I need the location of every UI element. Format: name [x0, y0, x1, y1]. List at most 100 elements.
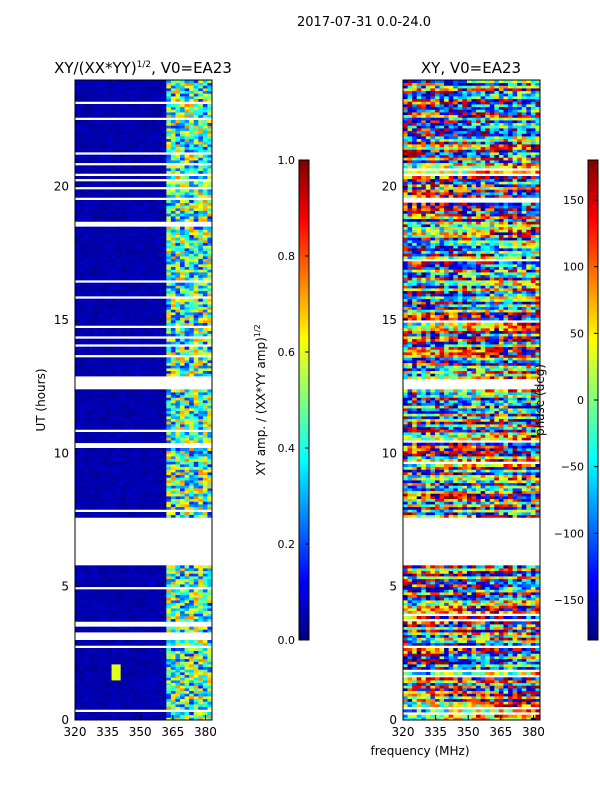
amp-cell — [207, 570, 213, 574]
amp-cell — [184, 333, 190, 337]
amp-cell — [75, 416, 80, 420]
amp-cell — [125, 288, 131, 292]
amp-cell — [202, 370, 208, 374]
amp-cell — [170, 288, 176, 292]
amp-cell — [75, 240, 80, 244]
amp-cell — [180, 264, 185, 268]
amp-cell — [143, 597, 149, 601]
amp-cell — [193, 357, 199, 361]
amp-cell — [193, 373, 199, 377]
amp-cell — [143, 328, 149, 332]
amp-cell — [134, 226, 140, 230]
amp-cell — [166, 589, 172, 593]
amp-cell — [207, 290, 213, 294]
amp-cell — [157, 424, 163, 428]
amp-cell — [193, 242, 199, 246]
amp-cell — [161, 656, 167, 660]
amp-cell — [75, 397, 80, 401]
amp-cell — [116, 229, 122, 233]
amp-cell — [75, 690, 80, 694]
amp-cell — [207, 232, 213, 236]
amp-cell — [125, 717, 131, 721]
amp-cell — [102, 264, 108, 268]
amp-cell — [207, 656, 213, 660]
amp-cell — [170, 469, 176, 473]
amp-cell — [175, 200, 181, 204]
amp-cell — [120, 256, 126, 260]
amp-cell — [180, 688, 185, 692]
amp-cell — [84, 248, 90, 252]
amp-cell — [125, 146, 131, 150]
amp-cell — [157, 437, 163, 441]
amp-cell — [138, 450, 144, 454]
amp-cell — [180, 245, 185, 249]
amp-cell — [129, 493, 135, 497]
amp-cell — [202, 674, 208, 678]
amp-cell — [202, 229, 208, 233]
amp-cell — [202, 474, 208, 478]
amp-cell — [134, 272, 140, 276]
amp-cell — [152, 640, 158, 644]
amp-cell — [111, 648, 117, 652]
amp-cell — [148, 200, 154, 204]
amp-cell — [207, 682, 213, 686]
amp-cell — [129, 349, 135, 353]
amp-cell — [189, 362, 195, 366]
amp-cell — [93, 448, 99, 452]
amp-cell — [102, 706, 108, 710]
amp-cell — [189, 218, 195, 222]
amp-cell — [125, 482, 131, 486]
amp-cell — [125, 208, 131, 212]
amp-cell — [88, 306, 94, 310]
amp-cell — [106, 290, 112, 294]
amp-cell — [97, 608, 103, 612]
amp-cell — [175, 213, 181, 217]
amp-cell — [138, 213, 144, 217]
amp-cell — [148, 485, 154, 489]
amp-cell — [180, 229, 185, 233]
amp-cell — [116, 157, 122, 161]
amp-cell — [84, 477, 90, 481]
amp-cell — [193, 181, 199, 185]
amp-cell — [166, 274, 172, 278]
amp-cell — [184, 261, 190, 265]
amp-cell — [138, 672, 144, 676]
amp-cell — [143, 341, 149, 345]
amp-cell — [143, 464, 149, 468]
amp-cell — [189, 330, 195, 334]
amp-cell — [161, 450, 167, 454]
amp-cell — [138, 573, 144, 577]
amp-cell — [102, 674, 108, 678]
amp-cell — [175, 402, 181, 406]
amp-cell — [120, 584, 126, 588]
amp-cell — [148, 157, 154, 161]
amp-cell — [97, 653, 103, 657]
amp-cell — [166, 485, 172, 489]
amp-cell — [111, 640, 117, 644]
amp-cell — [184, 205, 190, 209]
amp-cell — [198, 661, 204, 665]
amp-cell — [120, 690, 126, 694]
amp-cell — [148, 669, 154, 673]
amp-cell — [157, 266, 163, 270]
amp-cell — [138, 314, 144, 318]
amp-cell — [189, 290, 195, 294]
amp-cell — [88, 309, 94, 313]
amp-cell — [88, 346, 94, 350]
amp-cell — [198, 640, 204, 644]
amp-cell — [129, 578, 135, 582]
amp-cell — [184, 616, 190, 620]
amp-cell — [152, 242, 158, 246]
amp-cell — [157, 301, 163, 305]
amp-cell — [207, 464, 213, 468]
amp-cell — [120, 597, 126, 601]
amp-cell — [97, 490, 103, 494]
amp-cell — [143, 237, 149, 241]
amp-cell — [184, 506, 190, 510]
amp-cell — [120, 357, 126, 361]
amp-cell — [106, 506, 112, 510]
amp-cell — [189, 578, 195, 582]
amp-cell — [106, 261, 112, 265]
amp-cell — [120, 240, 126, 244]
amp-cell — [157, 496, 163, 500]
